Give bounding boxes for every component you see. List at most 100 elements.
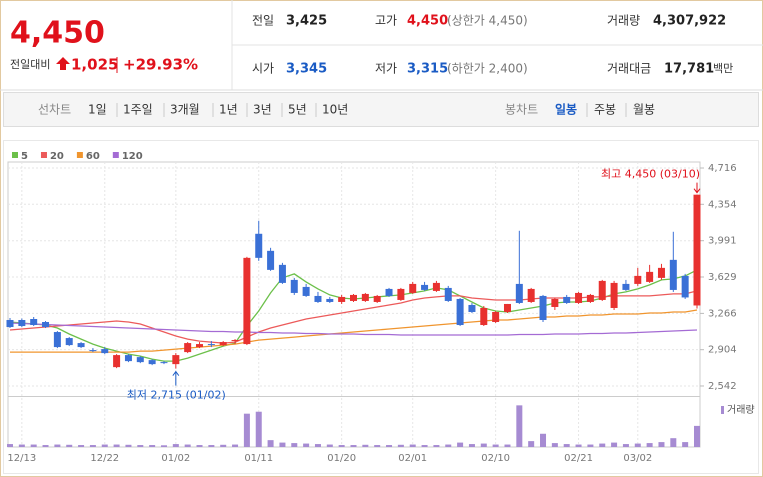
volume-bar xyxy=(137,445,144,447)
candle-body xyxy=(302,286,310,296)
stat-label: 전일 xyxy=(252,14,274,28)
stat-value: 3,345 xyxy=(286,62,327,77)
candle-body xyxy=(681,275,689,298)
x-tick-label: 01/02 xyxy=(161,453,190,464)
volume-bar xyxy=(480,443,487,447)
volume-bar xyxy=(54,444,61,447)
volume-bar xyxy=(350,445,357,447)
volume-bar xyxy=(7,444,13,447)
volume-bar xyxy=(326,444,333,447)
candle-tab[interactable]: 월봉 xyxy=(633,103,655,117)
ma-line xyxy=(9,290,698,344)
x-tick-label: 01/11 xyxy=(244,453,273,464)
volume-bar xyxy=(397,444,404,447)
candle-body xyxy=(124,355,132,362)
volume-bar xyxy=(694,425,700,447)
candle-body xyxy=(563,296,571,303)
volume-bar xyxy=(66,444,73,447)
volume-bar xyxy=(492,444,499,447)
period-tab[interactable]: 3년 xyxy=(253,103,272,117)
x-tick-label: 01/20 xyxy=(327,453,356,464)
legend-label: 20 xyxy=(50,151,64,162)
volume-bar xyxy=(255,411,262,447)
volume-bar xyxy=(611,442,618,447)
current-price: 4,450 xyxy=(10,16,105,51)
period-tab[interactable]: 1주일 xyxy=(123,103,153,117)
candle-body xyxy=(503,303,511,312)
x-tick-label: 02/01 xyxy=(398,453,427,464)
y-tick-label: 3,629 xyxy=(708,272,737,283)
candle-body xyxy=(421,284,429,290)
volume-bar xyxy=(540,433,547,447)
candle-body xyxy=(53,332,61,348)
low-annotation: 최저 2,715 (01/02) xyxy=(127,389,226,402)
candle-body xyxy=(6,320,14,328)
volume-bar xyxy=(232,444,239,447)
stat-label: 고가 xyxy=(375,14,397,28)
candle-body xyxy=(444,287,452,301)
candle-body xyxy=(338,296,346,302)
stat-label: 시가 xyxy=(252,62,274,76)
candle-tab[interactable]: 일봉 xyxy=(555,103,577,117)
candle-tab[interactable]: 주봉 xyxy=(594,103,616,117)
volume-bar xyxy=(149,445,156,447)
candle-body xyxy=(326,298,334,302)
candle-body xyxy=(480,307,488,326)
volume-bar xyxy=(563,444,570,447)
legend-label: 60 xyxy=(86,151,100,162)
volume-bar xyxy=(303,443,310,447)
change-pct: +29.93% xyxy=(123,56,198,74)
volume-bar xyxy=(243,413,250,447)
volume-bar xyxy=(634,443,641,447)
y-tick-label: 3,991 xyxy=(708,236,737,247)
candle-body xyxy=(456,298,464,326)
volume-bar xyxy=(409,444,416,447)
stat-label: 거래량 xyxy=(607,14,640,28)
y-tick-label: 4,716 xyxy=(708,163,737,174)
candle-body xyxy=(539,295,547,321)
x-tick-label: 03/02 xyxy=(623,453,652,464)
volume-bar xyxy=(208,445,215,447)
candle-body xyxy=(361,293,369,301)
candle-body xyxy=(255,233,263,258)
candle-body xyxy=(172,355,180,365)
candle-body xyxy=(278,264,286,283)
candle-body xyxy=(243,257,251,345)
candle-body xyxy=(184,343,192,353)
period-tab[interactable]: 10년 xyxy=(322,103,348,117)
period-tab[interactable]: 1년 xyxy=(219,103,238,117)
candle-body xyxy=(290,279,298,293)
volume-bar xyxy=(468,444,475,447)
y-tick-label: 2,542 xyxy=(708,381,737,392)
candle-body xyxy=(77,343,85,348)
candle-body xyxy=(385,288,393,296)
volume-bar xyxy=(421,445,428,447)
candle-body xyxy=(267,250,275,270)
period-tab[interactable]: 3개월 xyxy=(170,103,200,117)
volume-bar xyxy=(658,442,665,447)
tab-group: 선차트 1일 1주일 3개월 1년 3년 5년 10년 봉차트 일봉 주봉 월봉 xyxy=(38,103,655,117)
change: 1,025 xyxy=(71,56,118,74)
candle-body xyxy=(101,349,109,354)
legend-swatch xyxy=(40,152,47,158)
period-tab[interactable]: 5년 xyxy=(288,103,307,117)
stat-value: 4,450 xyxy=(407,14,448,29)
volume-bar xyxy=(457,442,464,447)
candle-body xyxy=(646,271,654,282)
volume-bar xyxy=(599,443,606,447)
volume-bar xyxy=(279,442,286,447)
chart: 4,716 4,354 3,991 3,629 3,266 2,904 2,542 12/13… xyxy=(6,151,755,464)
candle-body xyxy=(492,311,500,323)
period-tab[interactable]: 1일 xyxy=(88,103,107,117)
ma-line xyxy=(10,309,698,353)
candle-body xyxy=(18,320,26,327)
volume-bar xyxy=(504,444,511,447)
volume-bar xyxy=(338,445,345,447)
candle-body xyxy=(397,288,405,300)
candle-body xyxy=(693,194,701,306)
change-label: 전일대비 xyxy=(10,57,50,71)
candle-body xyxy=(160,362,168,364)
stat-label: 거래대금 xyxy=(607,62,651,76)
volume-bar xyxy=(101,444,108,447)
stat-value: 17,781 xyxy=(664,62,714,77)
